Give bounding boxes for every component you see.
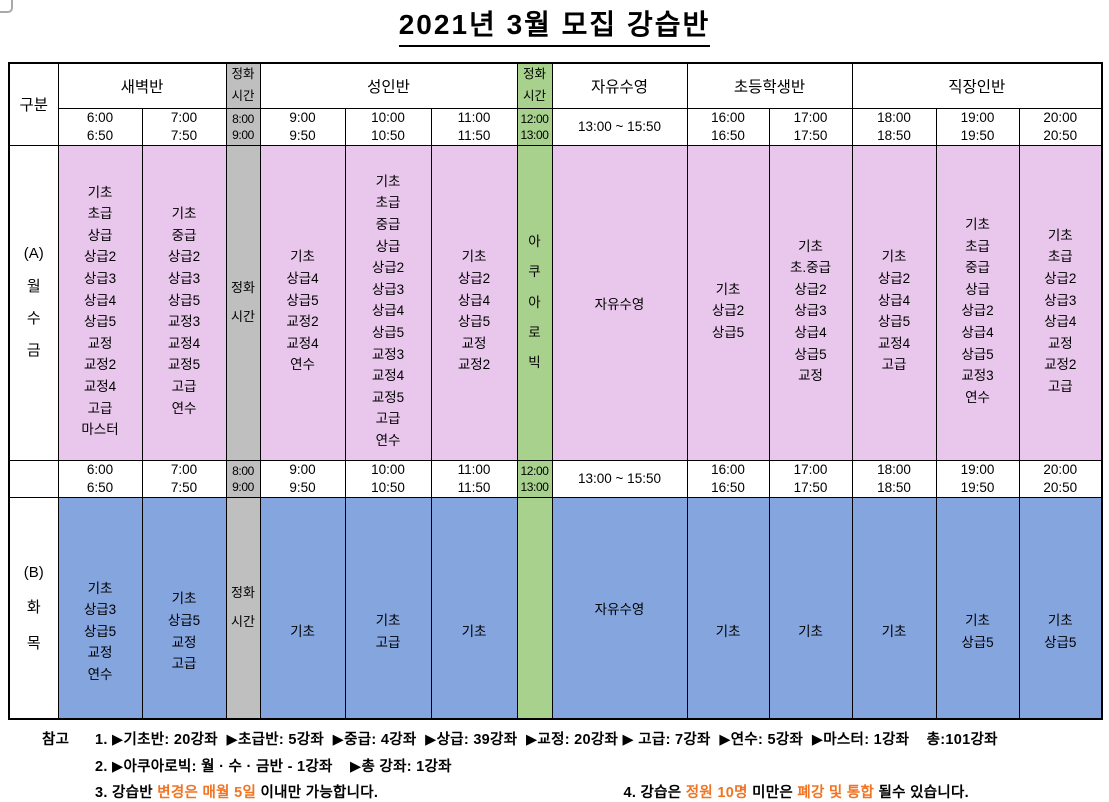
group-purify-time-1: 정화 시간 (225, 62, 261, 109)
time-0800: 8:00 9:00 (225, 107, 261, 146)
cell-a-1100: 기초 상급2 상급4 상급5 교정 교정2 (430, 144, 518, 461)
row-b-tue-thu: (B) 화 목 기초 상급3 상급5 교정 연수 기초 상급5 교정 고급 정화… (8, 496, 1103, 720)
cell-b-purify: 정화 시간 (225, 496, 261, 720)
group-purify-time-2: 정화 시간 (516, 62, 553, 109)
cell-b-1900: 기초 상급5 (935, 496, 1020, 720)
note-3-text: 3. 강습반 변경은 매월 5일 이내만 가능합니다. (95, 785, 379, 802)
cell-b-1000: 기초 고급 (344, 496, 432, 720)
mid-time-1800: 18:00 18:50 (851, 459, 937, 498)
mid-time-1900: 19:00 19:50 (935, 459, 1020, 498)
class-schedule-table: 구분 새벽반 정화 시간 성인반 정화 시간 자유수영 초등학생반 직장인반 6… (8, 62, 1103, 721)
row-a-label: (A) 월 수 금 (8, 144, 59, 461)
mid-time-free-swim-range: 13:00 ~ 15:50 (551, 459, 688, 498)
mid-time-2000: 20:00 20:50 (1018, 459, 1103, 498)
time-1200: 12:00 13:00 (516, 107, 553, 146)
time-0700: 7:00 7:50 (141, 107, 227, 146)
mid-time-row: 6:00 6:50 7:00 7:50 8:00 9:00 9:00 9:50 … (8, 459, 1103, 498)
note-2-text: 2. ▶아쿠아로빅: 월 · 수 · 금반 - 1강좌 ▶총 강좌: 1강좌 (95, 758, 452, 775)
cell-b-1600: 기초 (686, 496, 770, 720)
note-4-highlight-1: 정원 10명 (685, 785, 748, 802)
time-2000: 20:00 20:50 (1018, 107, 1103, 146)
row-a-mon-wed-fri: (A) 월 수 금 기초 초급 상급 상급2 상급3 상급4 상급5 교정 교정… (8, 144, 1103, 461)
mid-time-0700: 7:00 7:50 (141, 459, 227, 498)
page-title: 2021년 3월 모집 강습반 (398, 7, 711, 47)
cell-b-1800: 기초 (851, 496, 937, 720)
cell-a-1700: 기초 초.중급 상급2 상급3 상급4 상급5 교정 (768, 144, 853, 461)
cell-a-0600: 기초 초급 상급 상급2 상급3 상급4 상급5 교정 교정2 교정4 고급 마… (57, 144, 143, 461)
note-4-highlight-2: 폐강 및 통합 (797, 785, 875, 802)
time-free-swim-range: 13:00 ~ 15:50 (551, 107, 688, 146)
note-1-text: 1. ▶기초반: 20강좌 ▶초급반: 5강좌 ▶중급: 4강좌 ▶상급: 39… (95, 732, 998, 749)
note-3-highlight: 변경은 매월 5일 (157, 785, 257, 802)
cell-a-0900: 기초 상급4 상급5 교정2 교정4 연수 (259, 144, 346, 461)
cell-a-aqua-aerobics: 아 쿠 아 로 빅 (516, 144, 553, 461)
cell-a-1600: 기초 상급2 상급5 (686, 144, 770, 461)
time-1900: 19:00 19:50 (935, 107, 1020, 146)
mid-time-1000: 10:00 10:50 (344, 459, 432, 498)
group-dawn-class: 새벽반 (57, 62, 227, 109)
mid-time-0900: 9:00 9:50 (259, 459, 346, 498)
mid-time-1700: 17:00 17:50 (768, 459, 853, 498)
cell-a-0700: 기초 중급 상급2 상급3 상급5 교정3 교정4 교정5 고급 연수 (141, 144, 227, 461)
notes-section: 참고 1. ▶기초반: 20강좌 ▶초급반: 5강좌 ▶중급: 4강좌 ▶상급: … (42, 727, 1109, 802)
title-wrap: 2021년 3월 모집 강습반 (0, 0, 1109, 47)
time-0600: 6:00 6:50 (57, 107, 143, 146)
scroll-origin-artifact (0, 0, 13, 13)
cell-a-purify: 정화 시간 (225, 144, 261, 461)
time-header-row: 6:00 6:50 7:00 7:50 8:00 9:00 9:00 9:50 … (9, 107, 1103, 146)
row-b-label: (B) 화 목 (8, 496, 59, 720)
corner-header: 구분 (8, 62, 59, 146)
cell-a-1900: 기초 초급 중급 상급 상급2 상급4 상급5 교정3 연수 (935, 144, 1020, 461)
time-1700: 17:00 17:50 (768, 107, 853, 146)
cell-b-0700: 기초 상급5 교정 고급 (141, 496, 227, 720)
note-reference-label: 참고 (42, 732, 70, 749)
cell-b-free-swim: 자유수영 (551, 496, 688, 720)
cell-a-2000: 기초 초급 상급2 상급3 상급4 교정 교정2 고급 (1018, 144, 1103, 461)
group-header-row: 구분 새벽반 정화 시간 성인반 정화 시간 자유수영 초등학생반 직장인반 (8, 62, 1103, 146)
mid-empty-cell (8, 459, 59, 498)
mid-time-1600: 16:00 16:50 (686, 459, 770, 498)
time-1600: 16:00 16:50 (686, 107, 770, 146)
group-elementary-class: 초등학생반 (686, 62, 853, 109)
note-line-3-4: 3. 강습반 변경은 매월 5일 이내만 가능합니다. 4. 강습은 정원 10… (95, 780, 1109, 802)
cell-b-1100: 기초 (430, 496, 518, 720)
mid-time-1100: 11:00 11:50 (430, 459, 518, 498)
time-1800: 18:00 18:50 (851, 107, 937, 146)
time-1000: 10:00 10:50 (344, 107, 432, 146)
cell-a-free-swim: 자유수영 (551, 144, 688, 461)
cell-a-1000: 기초 초급 중급 상급 상급2 상급3 상급4 상급5 교정3 교정4 교정5 … (344, 144, 432, 461)
note-4-text: 4. 강습은 정원 10명 미만은 폐강 및 통합 될수 있습니다. (623, 785, 969, 802)
cell-b-0900: 기초 (259, 496, 346, 720)
cell-b-1700: 기초 (768, 496, 853, 720)
time-0900: 9:00 9:50 (259, 107, 346, 146)
cell-b-0600: 기초 상급3 상급5 교정 연수 (57, 496, 143, 720)
note-line-1: 참고 1. ▶기초반: 20강좌 ▶초급반: 5강좌 ▶중급: 4강좌 ▶상급: … (42, 727, 1109, 754)
cell-a-1800: 기초 상급2 상급4 상급5 교정4 고급 (851, 144, 937, 461)
note-line-2: 2. ▶아쿠아로빅: 월 · 수 · 금반 - 1강좌 ▶총 강좌: 1강좌 (95, 754, 1109, 781)
group-worker-class: 직장인반 (851, 62, 1103, 109)
mid-time-0600: 6:00 6:50 (57, 459, 143, 498)
time-1100: 11:00 11:50 (430, 107, 518, 146)
cell-b-2000: 기초 상급5 (1018, 496, 1103, 720)
mid-time-0800: 8:00 9:00 (225, 459, 261, 498)
group-adult-class: 성인반 (259, 62, 518, 109)
mid-time-1200: 12:00 13:00 (516, 459, 553, 498)
cell-b-1200-empty (516, 496, 553, 720)
group-free-swim: 자유수영 (551, 62, 688, 109)
